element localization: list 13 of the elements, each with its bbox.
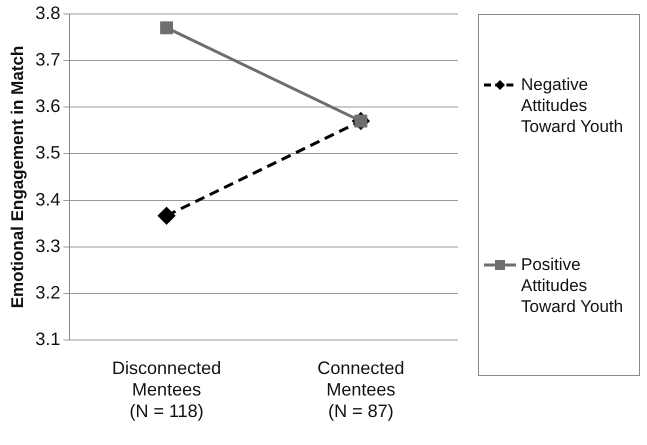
y-tick-label: 3.6	[35, 96, 60, 116]
y-axis-title: Emotional Engagement in Match	[8, 46, 27, 308]
y-tick-label: 3.8	[35, 2, 60, 23]
x-tick-label: Disconnected Mentees (N = 118)	[112, 358, 222, 422]
y-tick-label: 3.1	[35, 329, 60, 350]
y-tick-label: 3.7	[35, 49, 60, 70]
y-tick-label: 3.5	[35, 142, 60, 163]
legend-label: Negative Attitudes Toward Youth	[521, 74, 624, 136]
y-tick-label: 3.3	[35, 236, 60, 256]
y-tick-label: 3.4	[35, 189, 60, 210]
legend-label: Positive Attitudes Toward Youth	[521, 254, 624, 316]
y-tick-label: 3.2	[35, 282, 60, 303]
x-tick-label: Connected Mentees (N = 87)	[317, 358, 404, 422]
